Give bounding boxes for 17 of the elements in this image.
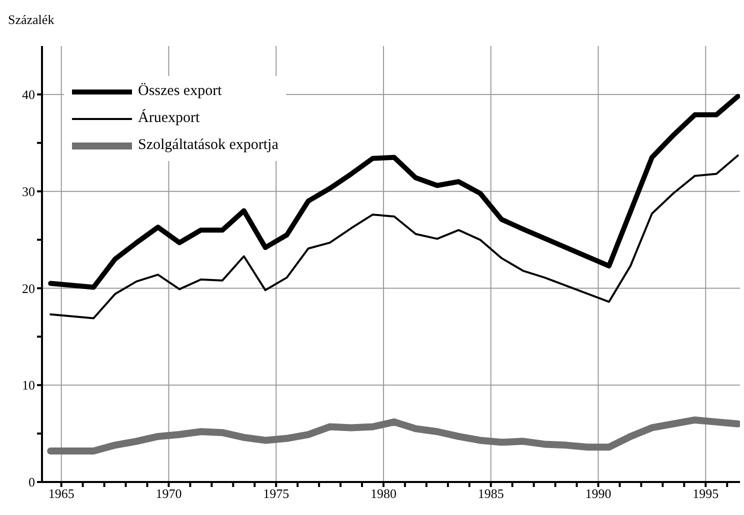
- x-tick-label: 1970: [156, 486, 182, 502]
- line-series: [50, 154, 739, 320]
- y-tick-label: 40: [22, 87, 35, 102]
- y-tick-label: 30: [22, 184, 35, 199]
- x-tick-label: 1995: [692, 486, 719, 502]
- legend-label: Áruexport: [138, 110, 200, 127]
- x-tick-label: 1990: [585, 486, 612, 502]
- x-tick-label: 1965: [48, 486, 74, 502]
- y-tick-label: 20: [22, 280, 35, 296]
- legend-label: Összes export: [138, 83, 222, 100]
- x-tick-label: 1975: [263, 486, 290, 502]
- legend-label: Szolgáltatások exportja: [138, 137, 278, 154]
- x-tick-label: 1980: [370, 486, 396, 502]
- y-tick-label: 10: [22, 378, 35, 393]
- y-axis-title: Százalék: [8, 12, 54, 28]
- y-tick-label: 0: [28, 474, 35, 490]
- x-tick-label: 1985: [478, 486, 504, 502]
